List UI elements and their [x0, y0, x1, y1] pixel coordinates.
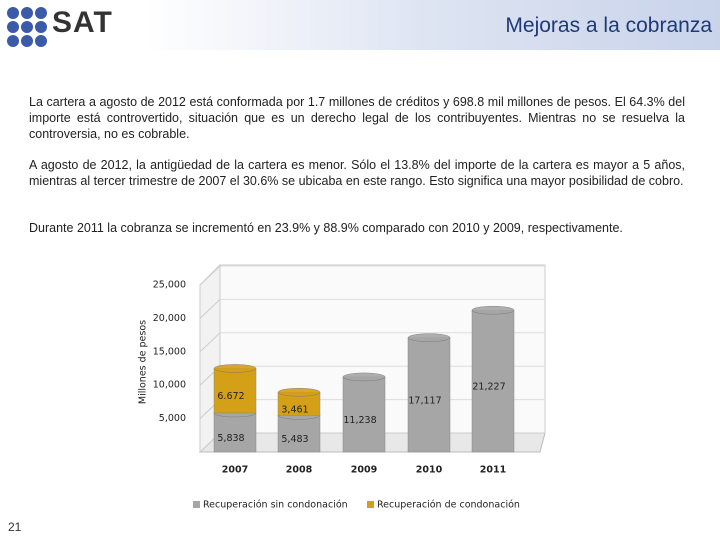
y-tick-label: 20,000 — [153, 313, 186, 324]
value-label: 17,117 — [408, 395, 441, 406]
page-number: 21 — [8, 520, 22, 534]
value-label: 3,461 — [281, 404, 308, 415]
legend-label: Recuperación sin condonación — [203, 500, 348, 511]
y-axis-label: Millones de pesos — [138, 320, 149, 404]
x-tick-label: 2009 — [351, 465, 377, 476]
grid-line — [199, 299, 221, 319]
bar-segment — [471, 309, 515, 453]
x-tick-label: 2008 — [286, 465, 313, 476]
legend-swatch — [367, 501, 374, 508]
header-band: SAT Mejoras a la cobranza — [0, 0, 720, 50]
paragraph: A agosto de 2012, la antigüedad de la ca… — [29, 158, 685, 188]
value-label: 5,483 — [281, 434, 308, 445]
paragraph: La cartera a agosto de 2012 está conform… — [29, 95, 685, 141]
x-tick-label: 2007 — [222, 465, 248, 476]
bar-segment — [277, 415, 321, 453]
bar-cap — [277, 388, 321, 397]
value-label: 5,838 — [217, 433, 244, 444]
grid-line — [199, 332, 221, 353]
y-tick-label: 5,000 — [159, 413, 186, 424]
value-label: 6.672 — [217, 391, 244, 402]
bar-cap — [471, 305, 515, 315]
bar-cap — [407, 333, 451, 342]
logo-text: SAT — [52, 6, 113, 39]
bar-cap — [213, 364, 257, 373]
legend-swatch — [193, 501, 200, 508]
paragraph: Durante 2011 la cobranza se incrementó e… — [29, 221, 623, 235]
y-tick-label: 10,000 — [153, 380, 186, 391]
y-tick-label: 25,000 — [153, 280, 186, 291]
x-tick-label: 2011 — [480, 465, 506, 476]
y-tick-label: 15,000 — [153, 346, 186, 357]
value-label: 11,238 — [343, 415, 376, 426]
bar-segment — [342, 376, 386, 453]
x-tick-label: 2010 — [416, 465, 443, 476]
grid-line — [199, 265, 221, 286]
bar-cap — [342, 372, 386, 382]
legend-label: Recuperación de condonación — [377, 500, 520, 511]
logo-mark — [7, 7, 47, 47]
slide-title: Mejoras a la cobranza — [505, 14, 712, 37]
bar-segment — [407, 337, 451, 453]
value-label: 21,227 — [472, 382, 505, 393]
bar-segment — [213, 368, 257, 414]
